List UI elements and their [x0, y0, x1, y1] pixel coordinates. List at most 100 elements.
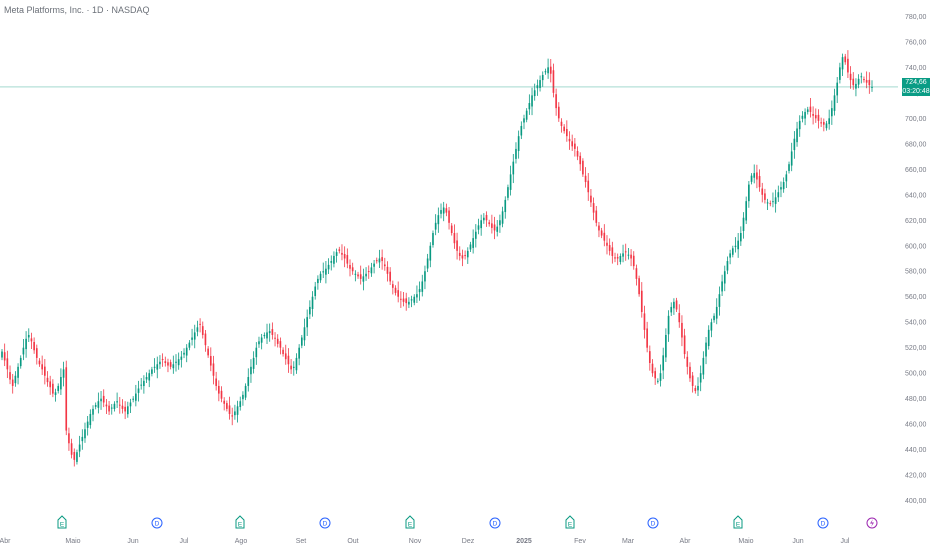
candle-body — [831, 108, 833, 117]
countdown-timer: 03:20:48 — [902, 88, 930, 95]
candle-body — [606, 242, 608, 246]
candle-body — [242, 394, 244, 400]
candle-body — [137, 388, 140, 393]
flash-icon — [870, 519, 874, 527]
candle-body — [849, 73, 852, 81]
chart-title: Meta Platforms, Inc. · 1D · NASDAQ — [4, 5, 150, 15]
candle-body — [365, 273, 367, 277]
candle-body — [488, 222, 491, 225]
candle-body — [175, 361, 177, 363]
candle-body — [474, 231, 477, 239]
candle-body — [19, 357, 22, 367]
candle-body — [563, 126, 565, 132]
candle-body — [207, 348, 209, 356]
x-tick-label: Fev — [574, 538, 586, 545]
candle-body — [330, 261, 333, 263]
y-tick-label: 440,00 — [905, 447, 927, 454]
dividend-marker-icon — [817, 517, 829, 529]
dividend-marker-icon — [647, 517, 659, 529]
candle-body — [11, 379, 14, 386]
candle-body — [766, 202, 769, 204]
candle-body — [662, 355, 665, 371]
candle-body — [68, 433, 70, 444]
candle-body — [84, 429, 86, 439]
candle-body — [218, 385, 220, 394]
candle-body — [228, 405, 231, 414]
candle-body — [790, 151, 793, 166]
candle-body — [306, 317, 308, 328]
candle-body — [27, 334, 30, 338]
candle-body — [159, 361, 161, 365]
candle-body — [367, 271, 370, 273]
candle-body — [57, 385, 60, 391]
candle-body — [654, 371, 656, 379]
candle-body — [871, 86, 873, 88]
dividend-marker-label: D — [493, 521, 498, 528]
candle-body — [734, 245, 737, 247]
candle-body — [386, 266, 389, 274]
candle-body — [855, 83, 857, 89]
candle-body — [726, 261, 729, 271]
candle-body — [400, 298, 402, 300]
candle-body — [378, 258, 381, 263]
candle-body — [828, 118, 830, 125]
candle-body — [566, 128, 568, 137]
earnings-marker-label: E — [408, 522, 413, 529]
candle-body — [346, 255, 349, 264]
candle-body — [806, 109, 809, 112]
candle-body — [865, 80, 868, 83]
candle-body — [560, 121, 563, 126]
earnings-marker-label: E — [568, 522, 573, 529]
y-tick-label: 620,00 — [905, 218, 927, 225]
candle-body — [169, 362, 172, 367]
candle-body — [523, 118, 525, 123]
candle-body — [408, 301, 410, 305]
candle-body — [6, 358, 9, 370]
candle-body — [758, 176, 761, 188]
candle-body — [707, 329, 710, 347]
candle-body — [731, 248, 734, 255]
candle-body — [46, 377, 49, 383]
candle-body — [78, 444, 81, 452]
dividend-marker-icon — [489, 517, 501, 529]
candle-body — [525, 110, 528, 120]
candle-body — [616, 257, 619, 259]
candle-body — [338, 249, 341, 251]
candle-body — [822, 122, 825, 125]
candle-body — [354, 273, 357, 275]
candle-body — [517, 136, 520, 151]
candle-body — [860, 76, 863, 78]
candle-body — [681, 322, 683, 338]
candle-body — [140, 384, 143, 386]
candle-body — [742, 217, 745, 231]
candle-body — [603, 232, 606, 241]
x-tick-label: Mar — [622, 538, 635, 545]
x-tick-label: Ago — [235, 538, 248, 545]
candle-body — [483, 217, 485, 221]
candle-body — [750, 175, 753, 182]
candle-body — [65, 367, 68, 431]
candle-body — [804, 111, 806, 119]
candle-body — [582, 160, 584, 175]
candle-body — [841, 57, 844, 70]
candle-body — [25, 338, 27, 350]
y-tick-label: 580,00 — [905, 269, 927, 276]
candle-body — [373, 263, 375, 267]
candle-body — [424, 271, 426, 282]
candle-body — [499, 220, 501, 226]
candle-body — [705, 342, 707, 357]
candle-body — [461, 255, 464, 259]
candle-body — [287, 355, 290, 365]
candle-body — [814, 115, 817, 119]
candle-body — [833, 95, 836, 111]
candle-body — [76, 452, 78, 462]
candle-body — [549, 66, 552, 74]
candle-body — [788, 164, 790, 171]
earnings-marker-icon — [565, 515, 575, 529]
candle-body — [512, 161, 515, 175]
candle-body — [630, 254, 632, 259]
candle-body — [541, 74, 544, 81]
candle-body — [220, 390, 223, 399]
candle-body — [199, 323, 201, 325]
